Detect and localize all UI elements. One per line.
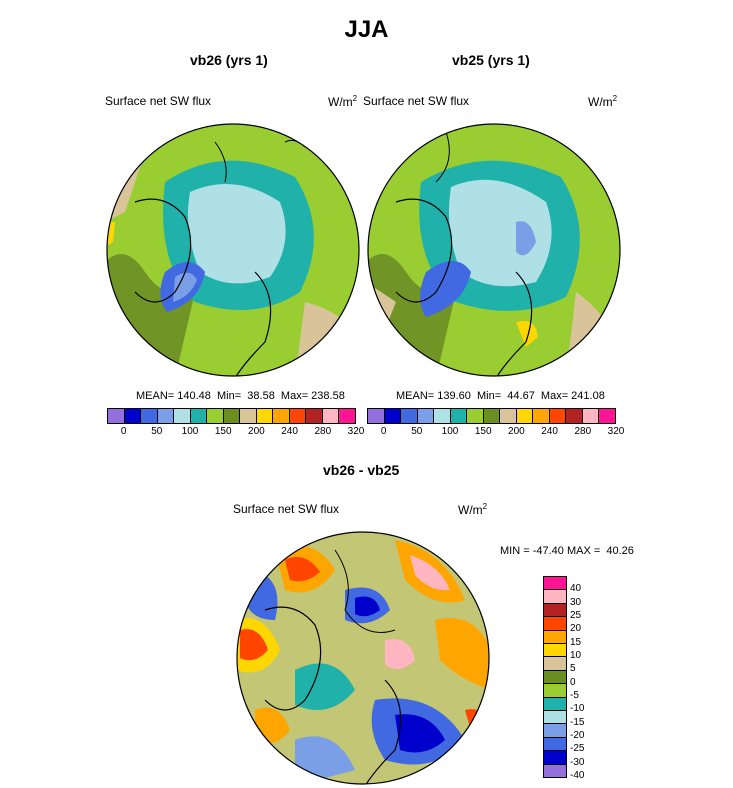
colorbar-swatch (434, 409, 451, 423)
colorbar-swatch (544, 617, 566, 631)
left-panel-title: vb26 (yrs 1) (190, 52, 268, 68)
diff-colorbar-ticks: 40 30 25 20 15 10 5 0 -5 -10 -15 -20 -25 -30 -40 (570, 576, 610, 781)
colorbar-tick-label: -10 (570, 703, 585, 715)
colorbar-swatch (240, 409, 257, 423)
right-field-label: Surface net SW flux (363, 94, 470, 108)
colorbar-swatch (533, 409, 550, 423)
colorbar-tick-label: 240 (281, 426, 298, 437)
colorbar-swatch (549, 409, 567, 423)
colorbar-swatch (256, 409, 274, 423)
colorbar-tick-label: 200 (508, 426, 525, 437)
diff-field-label: Surface net SW flux (233, 502, 340, 516)
colorbar-swatch (544, 737, 566, 752)
colorbar-swatch (500, 409, 517, 423)
page-title: JJA (344, 16, 389, 43)
diff-units-label: W/m2 (458, 502, 488, 517)
colorbar-swatch (566, 409, 583, 423)
colorbar-swatch (339, 409, 355, 423)
colorbar-swatch (289, 409, 307, 423)
colorbar-swatch (544, 670, 566, 685)
colorbar-tick-label: -25 (570, 743, 585, 755)
colorbar-tick-label: 150 (214, 426, 232, 437)
diff-panel-title: vb26 - vb25 (323, 462, 400, 478)
diff-polar-map (236, 531, 490, 785)
colorbar-tick-label: 10 (570, 650, 582, 661)
colorbar-swatch (368, 409, 385, 423)
diff-colorbar (543, 576, 567, 778)
colorbar-tick-label: 0 (570, 676, 576, 688)
colorbar-tick-label: 150 (474, 426, 492, 437)
colorbar-tick-label: 240 (541, 426, 558, 437)
colorbar-swatch (544, 644, 566, 658)
colorbar-swatch (544, 590, 566, 604)
left-colorbar-ticks: 0 50 100 150 200 240 280 320 (107, 426, 365, 440)
colorbar-swatch (544, 577, 566, 591)
left-colorbar (107, 408, 356, 424)
colorbar-swatch (223, 409, 241, 423)
colorbar-tick-label: 0 (120, 426, 127, 437)
colorbar-swatch (401, 409, 418, 423)
right-panel-title: vb25 (yrs 1) (452, 52, 530, 68)
colorbar-tick-label: 100 (181, 426, 199, 437)
colorbar-swatch (384, 409, 402, 423)
colorbar-swatch (108, 409, 125, 423)
colorbar-tick-label: -20 (570, 730, 585, 741)
colorbar-swatch (190, 409, 208, 423)
colorbar-tick-label: 0 (380, 426, 387, 437)
colorbar-tick-label: 320 (607, 426, 625, 437)
colorbar-tick-label: -15 (570, 716, 585, 728)
colorbar-swatch (544, 724, 566, 738)
colorbar-tick-label: 280 (314, 426, 332, 437)
right-stats: MEAN= 139.60 Min= 44.67 Max= 241.08 (396, 390, 605, 402)
colorbar-swatch (544, 697, 566, 712)
colorbar-swatch (157, 409, 175, 423)
colorbar-swatch (174, 409, 191, 423)
colorbar-swatch (483, 409, 501, 423)
colorbar-swatch (544, 751, 566, 765)
colorbar-tick-label: 20 (570, 623, 582, 635)
colorbar-swatch (516, 409, 534, 423)
right-colorbar-ticks: 0 50 100 150 200 240 280 320 (367, 426, 625, 440)
left-stats: MEAN= 140.48 Min= 38.58 Max= 238.58 (136, 390, 345, 402)
colorbar-tick-label: -40 (570, 770, 585, 781)
colorbar-tick-label: 320 (347, 426, 365, 437)
colorbar-tick-label: 40 (570, 583, 582, 595)
left-field-label: Surface net SW flux (105, 94, 212, 108)
diff-stats: MIN = -47.40 MAX = 40.26 (500, 545, 634, 557)
colorbar-swatch (417, 409, 435, 423)
colorbar-tick-label: 50 (151, 426, 163, 437)
colorbar-swatch (124, 409, 142, 423)
colorbar-swatch (544, 630, 566, 645)
colorbar-swatch (141, 409, 158, 423)
colorbar-tick-label: 30 (570, 596, 582, 608)
colorbar-tick-label: 25 (570, 610, 582, 621)
colorbar-swatch (582, 409, 600, 423)
colorbar-swatch (599, 409, 615, 423)
colorbar-swatch (544, 684, 566, 698)
colorbar-swatch (207, 409, 224, 423)
colorbar-swatch (322, 409, 340, 423)
colorbar-swatch (544, 711, 566, 725)
colorbar-swatch (306, 409, 323, 423)
colorbar-swatch (544, 603, 566, 618)
colorbar-swatch (273, 409, 290, 423)
colorbar-swatch (544, 764, 566, 778)
right-units-label: W/m2 (588, 94, 618, 109)
colorbar-tick-label: -5 (570, 690, 579, 701)
colorbar-tick-label: 280 (574, 426, 592, 437)
colorbar-swatch (544, 657, 566, 671)
colorbar-tick-label: 50 (411, 426, 423, 437)
colorbar-swatch (450, 409, 468, 423)
right-polar-map (367, 123, 621, 377)
colorbar-tick-label: 5 (570, 663, 576, 675)
left-polar-map (106, 123, 360, 377)
colorbar-tick-label: 15 (570, 636, 582, 648)
colorbar-tick-label: -30 (570, 756, 585, 768)
colorbar-swatch (467, 409, 484, 423)
left-units-label: W/m2 (328, 94, 358, 109)
colorbar-tick-label: 100 (441, 426, 459, 437)
colorbar-tick-label: 200 (248, 426, 265, 437)
right-colorbar (367, 408, 616, 424)
